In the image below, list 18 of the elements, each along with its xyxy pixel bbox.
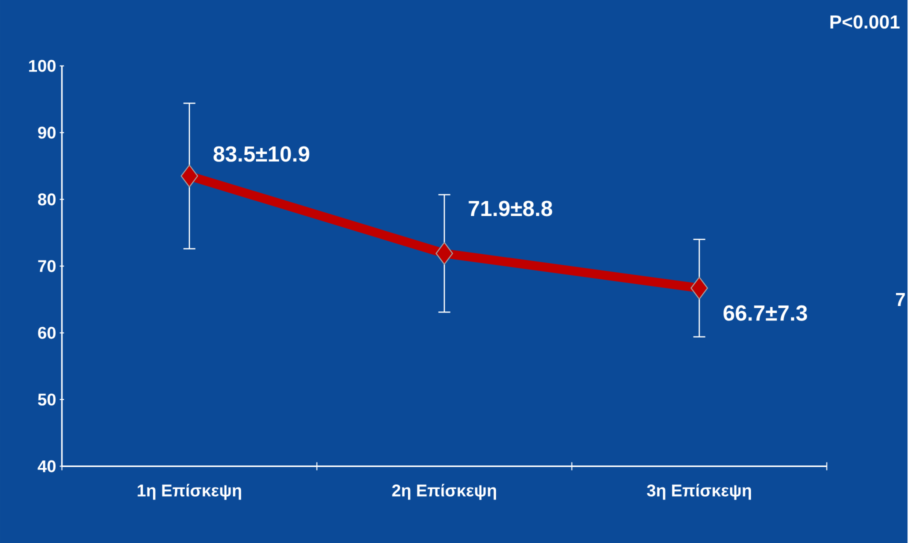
- point: [690, 276, 708, 300]
- data-label: 83.5±10.9: [214, 146, 310, 162]
- text: P<0.001: [830, 15, 900, 29]
- x-tick-label: 3η Επίσκεψη: [646, 484, 751, 500]
- y-tick-label: 80: [38, 193, 56, 206]
- x-tick-label: 2η Επίσκεψη: [392, 484, 496, 500]
- data-label: 71.9±8.8: [468, 200, 552, 216]
- data-label: 66.7±7.3: [724, 305, 808, 321]
- y-tick-label: 100: [29, 60, 56, 72]
- point: [436, 242, 454, 265]
- x-tick-label: 1η Επίσκεψη: [138, 484, 242, 500]
- text: 7: [896, 292, 905, 306]
- y-tick-label: 70: [38, 260, 56, 272]
- y-tick-label: 40: [38, 460, 56, 472]
- y-tick-label: 50: [38, 393, 56, 406]
- point: [180, 164, 198, 188]
- y-tick-label: 60: [38, 326, 56, 339]
- y-tick-label: 90: [38, 126, 56, 139]
